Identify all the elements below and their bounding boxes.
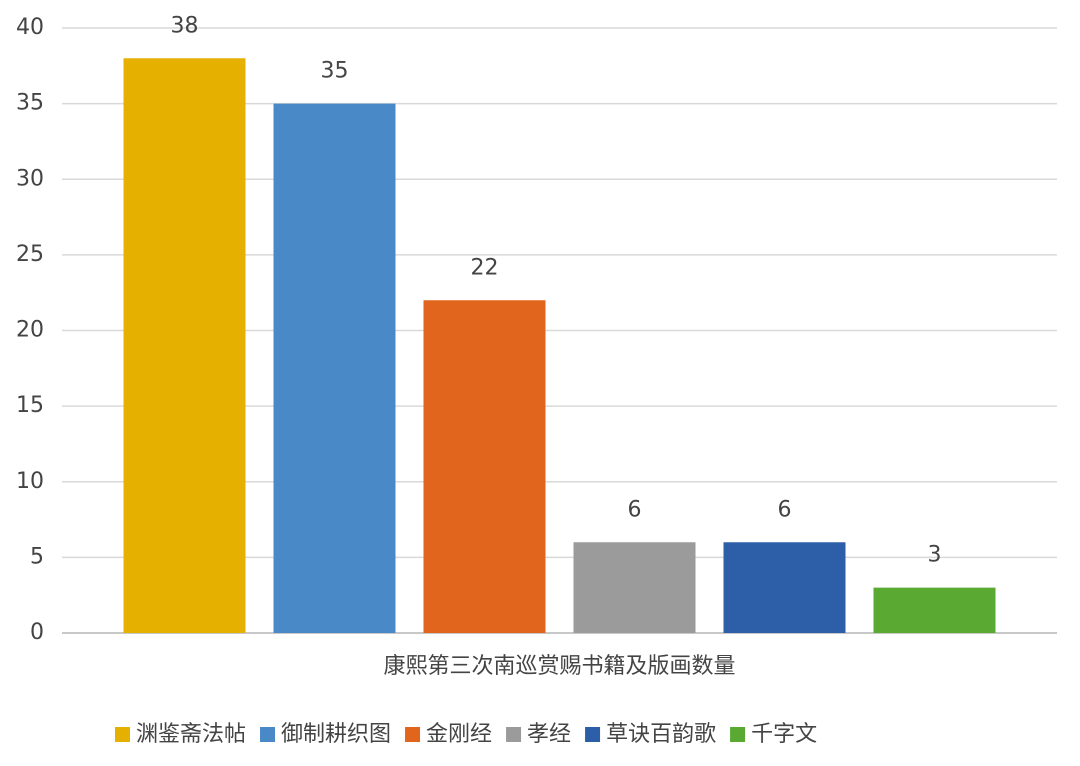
y-tick-label: 20: [16, 318, 44, 343]
x-tick-label: 康熙第三次南巡赏赐书籍及版画数量: [383, 654, 735, 679]
y-tick-label: 5: [30, 544, 44, 569]
legend-label: 千字文: [751, 722, 817, 747]
data-label: 6: [628, 497, 642, 522]
legend-label: 草诀百韵歌: [606, 722, 716, 747]
legend-label: 孝经: [527, 722, 571, 747]
bar: [123, 58, 246, 633]
legend-swatch: [506, 727, 522, 742]
legend-swatch: [585, 727, 601, 742]
legend-label: 御制耕织图: [281, 722, 391, 747]
legend-swatch: [260, 727, 276, 742]
legend-swatch: [730, 727, 746, 742]
legend-swatch: [405, 727, 421, 742]
bar: [273, 103, 396, 633]
y-tick-label: 25: [16, 242, 44, 267]
y-tick-label: 35: [16, 91, 44, 116]
y-tick-label: 10: [16, 469, 44, 494]
y-tick-label: 40: [16, 15, 44, 40]
y-tick-label: 15: [16, 393, 44, 418]
data-label: 35: [321, 59, 349, 84]
data-label: 3: [928, 543, 942, 568]
legend-label: 渊鉴斋法帖: [136, 722, 246, 747]
data-label: 38: [171, 13, 199, 38]
bar: [423, 300, 546, 633]
legend-swatch: [115, 727, 130, 742]
data-label: 22: [471, 255, 499, 280]
bar: [573, 542, 696, 633]
bar: [873, 587, 996, 633]
y-tick-label: 0: [30, 620, 44, 645]
legend-label: 金刚经: [426, 722, 492, 747]
bar: [723, 542, 846, 633]
data-label: 6: [778, 497, 792, 522]
y-tick-label: 30: [16, 166, 44, 191]
